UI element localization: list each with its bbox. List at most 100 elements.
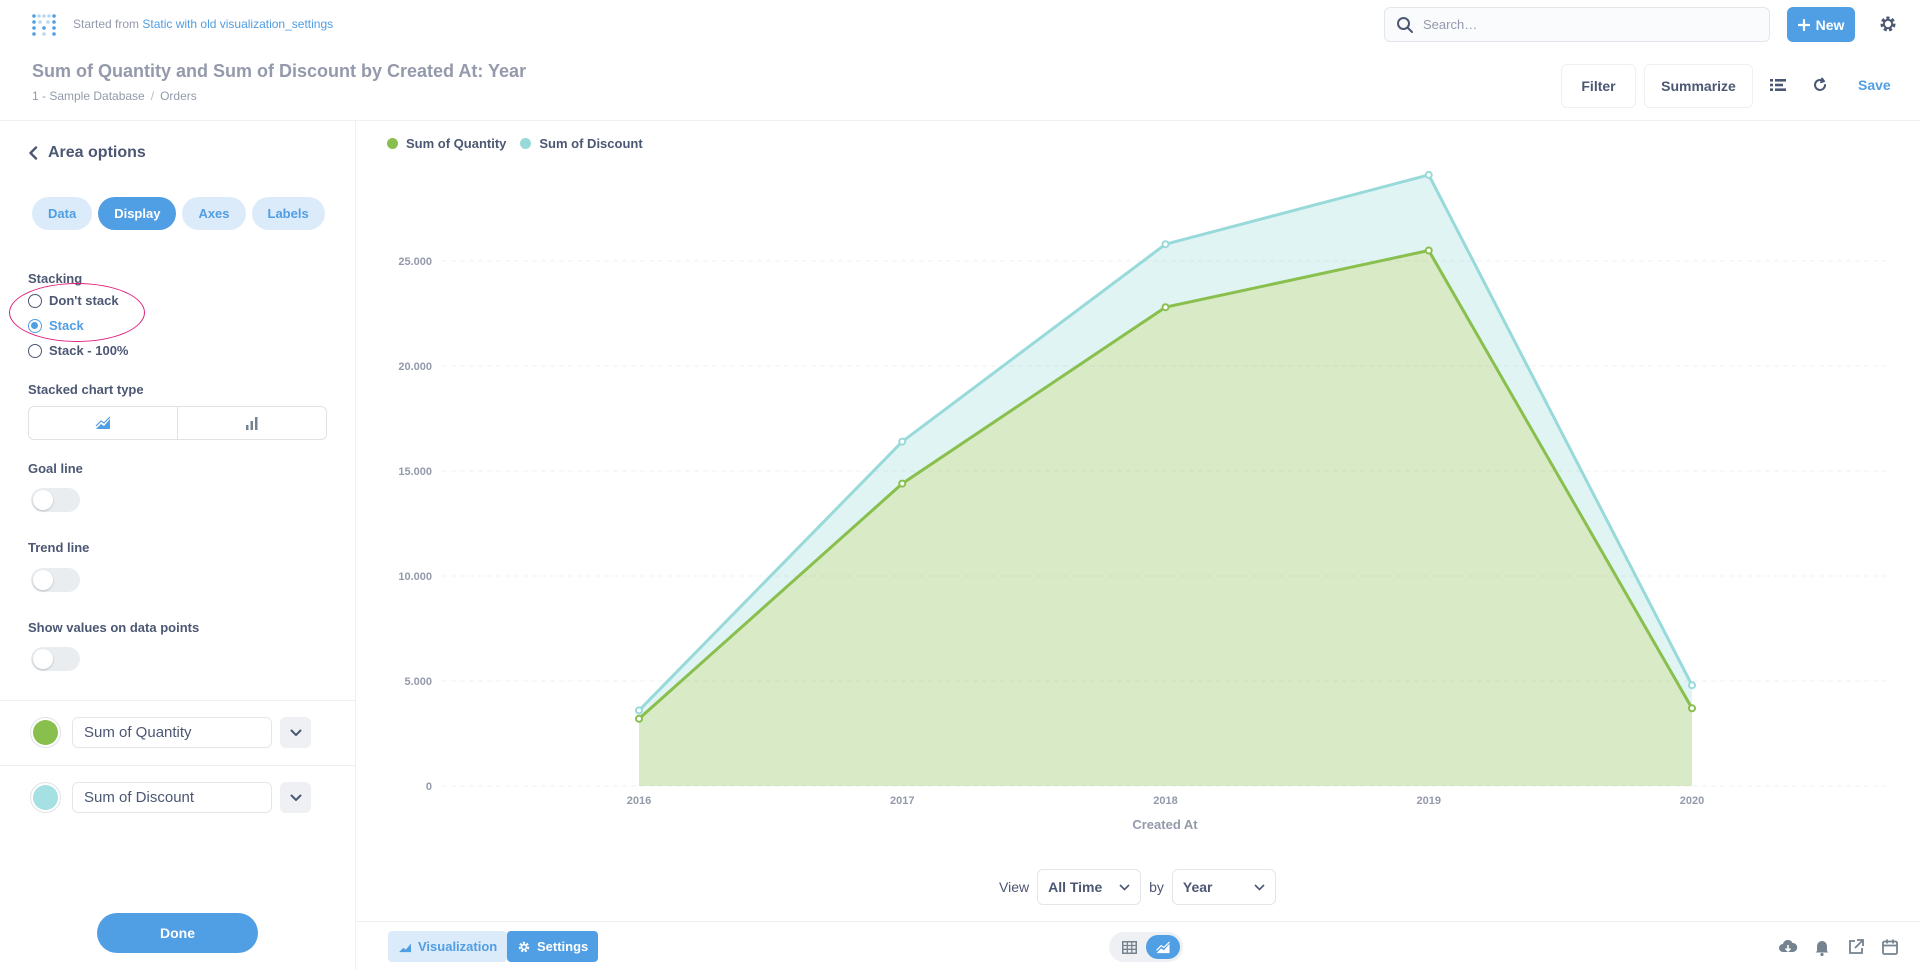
breadcrumb-table[interactable]: Orders	[160, 89, 197, 103]
x-tick-label: 2020	[1680, 795, 1704, 807]
display-mode-toggle	[1109, 932, 1183, 962]
refresh-icon[interactable]	[1810, 75, 1830, 95]
series-expand-button[interactable]	[280, 717, 311, 748]
section-divider	[0, 765, 355, 766]
series-expand-button[interactable]	[280, 782, 311, 813]
filter-button[interactable]: Filter	[1561, 64, 1636, 108]
data-point-sum-of-discount	[898, 437, 907, 446]
top-bar: Started from Static with old visualizati…	[0, 0, 1920, 48]
bar-chart-icon	[246, 417, 258, 430]
gear-icon[interactable]	[1878, 14, 1898, 34]
plus-icon	[1797, 18, 1810, 31]
area-options-back[interactable]: Area options	[28, 144, 146, 162]
stacked-chart-type-label: Stacked chart type	[28, 382, 144, 397]
radio-stack-100[interactable]: Stack - 100%	[28, 343, 129, 358]
series-row-quantity: Sum of Quantity	[30, 716, 330, 749]
data-point-sum-of-discount	[635, 706, 643, 715]
search-input[interactable]	[1423, 17, 1753, 32]
chart-view-toggle[interactable]	[1146, 935, 1180, 959]
data-point-sum-of-quantity	[1424, 246, 1433, 255]
header-divider	[0, 120, 1920, 121]
bell-icon[interactable]	[1812, 937, 1832, 957]
data-point-sum-of-quantity	[1161, 303, 1170, 312]
data-point-sum-of-discount	[1161, 240, 1170, 249]
stacked-chart-type-selector	[28, 406, 327, 440]
started-from-prefix: Started from	[73, 17, 140, 31]
time-granularity-bar: View All Time by Year	[999, 869, 1276, 905]
tab-labels[interactable]: Labels	[251, 197, 325, 230]
x-tick-label: 2017	[890, 795, 914, 807]
y-tick-label: 15.000	[398, 466, 432, 478]
legend-label: Sum of Quantity	[406, 136, 507, 151]
chevron-down-icon	[290, 729, 301, 736]
started-from-text: Started from Static with old visualizati…	[73, 17, 333, 31]
x-axis-title: Created At	[1132, 817, 1198, 832]
data-point-sum-of-quantity	[898, 479, 907, 488]
radio-circle	[28, 343, 42, 358]
started-from-link[interactable]: Static with old visualization_settings	[142, 17, 334, 31]
notebook-editor-icon[interactable]	[1768, 75, 1788, 95]
section-divider	[0, 700, 355, 701]
search-bar[interactable]	[1384, 7, 1770, 42]
series-color-picker[interactable]	[30, 782, 61, 813]
tab-data[interactable]: Data	[32, 197, 93, 230]
x-tick-label: 2019	[1417, 795, 1441, 807]
sidebar-title: Area options	[48, 144, 146, 161]
y-tick-label: 10.000	[398, 571, 432, 583]
download-icon[interactable]	[1778, 937, 1798, 957]
data-point-sum-of-quantity	[1688, 704, 1696, 713]
legend-item-discount[interactable]: Sum of Discount	[520, 136, 643, 151]
calendar-icon[interactable]	[1880, 937, 1900, 957]
metabase-logo-icon[interactable]	[31, 13, 57, 37]
save-button[interactable]: Save	[1858, 77, 1891, 93]
legend-label: Sum of Discount	[539, 136, 643, 151]
x-tick-label: 2016	[627, 795, 651, 807]
new-button[interactable]: New	[1787, 7, 1855, 42]
tab-axes[interactable]: Axes	[182, 197, 246, 230]
breadcrumb-database[interactable]: 1 - Sample Database	[32, 89, 145, 103]
summarize-button[interactable]: Summarize	[1644, 64, 1753, 108]
legend-dot	[387, 138, 398, 149]
stacked-bar-option[interactable]	[177, 407, 326, 439]
series-name-input[interactable]: Sum of Discount	[72, 782, 272, 813]
gear-icon	[518, 941, 530, 952]
by-select[interactable]: Year	[1171, 869, 1276, 905]
stacked-area-option[interactable]	[29, 407, 177, 439]
series-color-picker[interactable]	[30, 717, 61, 748]
area-chart: 0 5.000 10.000 15.000 20.000 25.000 2016 2017 20…	[398, 170, 1890, 832]
chart-settings-sidebar: Area options Data Display Axes Labels St…	[0, 121, 356, 970]
by-select-value: Year	[1182, 879, 1213, 895]
area-sum-of-discount	[639, 174, 1692, 719]
data-point-sum-of-discount	[1424, 170, 1433, 179]
table-view-toggle[interactable]	[1112, 935, 1146, 959]
view-select[interactable]: All Time	[1037, 869, 1142, 905]
settings-button[interactable]: Settings	[507, 931, 599, 962]
legend-item-quantity[interactable]: Sum of Quantity	[387, 136, 506, 151]
visualization-button[interactable]: Visualization	[388, 931, 508, 962]
show-values-toggle[interactable]	[31, 647, 80, 671]
area-chart-icon	[1156, 941, 1170, 953]
done-button[interactable]: Done	[97, 913, 258, 953]
area-sum-of-quantity	[639, 250, 1692, 786]
breadcrumb: 1 - Sample Database / Orders	[32, 89, 197, 103]
page-title: Sum of Quantity and Sum of Discount by C…	[32, 61, 527, 81]
series-name-input[interactable]: Sum of Quantity	[72, 717, 272, 748]
data-point-sum-of-discount	[1688, 681, 1696, 690]
tab-display[interactable]: Display	[98, 197, 177, 230]
share-icon[interactable]	[1846, 937, 1866, 957]
visualization-label: Visualization	[418, 939, 498, 954]
trend-line-label: Trend line	[28, 540, 90, 555]
goal-line-toggle[interactable]	[31, 488, 80, 512]
x-tick-label: 2018	[1153, 795, 1177, 807]
chevron-down-icon	[1119, 883, 1130, 891]
footer-bar: Visualization Settings	[356, 921, 1920, 970]
series-row-discount: Sum of Discount	[30, 781, 330, 814]
color-swatch	[33, 720, 58, 745]
y-tick-label: 5.000	[404, 676, 432, 688]
chart-legend: Sum of Quantity Sum of Discount	[387, 136, 643, 151]
data-point-sum-of-quantity	[635, 714, 643, 723]
view-label: View	[999, 879, 1030, 895]
by-label: by	[1149, 879, 1164, 895]
trend-line-toggle[interactable]	[31, 568, 80, 592]
chevron-down-icon	[290, 794, 301, 801]
